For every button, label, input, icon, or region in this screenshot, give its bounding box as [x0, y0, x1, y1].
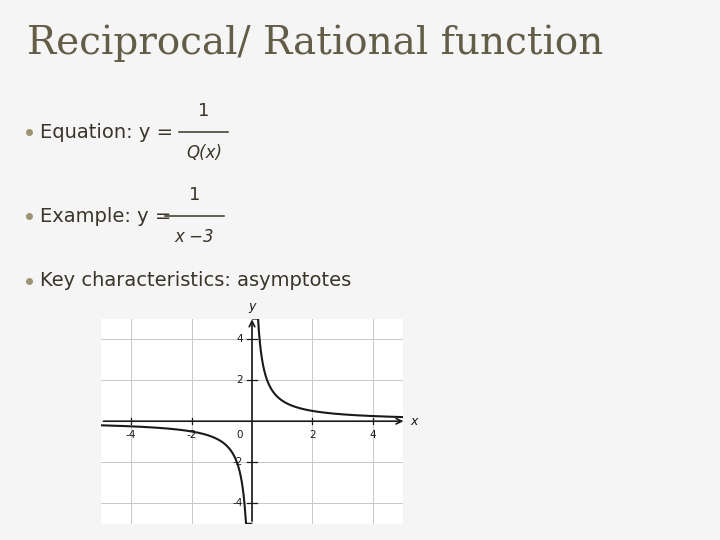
- Text: -2: -2: [186, 430, 197, 441]
- Text: Reciprocal/ Rational function: Reciprocal/ Rational function: [27, 24, 604, 62]
- Text: y: y: [248, 300, 256, 313]
- Text: -4: -4: [126, 430, 136, 441]
- Text: 4: 4: [369, 430, 377, 441]
- Text: -4: -4: [233, 498, 243, 508]
- Text: Key characteristics: asymptotes: Key characteristics: asymptotes: [40, 271, 351, 291]
- Text: Equation: y =: Equation: y =: [40, 123, 179, 142]
- Text: 1: 1: [189, 186, 200, 204]
- Text: x: x: [411, 415, 418, 428]
- Text: 2: 2: [309, 430, 316, 441]
- Text: Example: y =: Example: y =: [40, 206, 177, 226]
- Text: 4: 4: [236, 334, 243, 344]
- Text: x −3: x −3: [175, 228, 215, 246]
- Text: 1: 1: [198, 103, 210, 120]
- Text: 0: 0: [236, 430, 243, 441]
- Text: -2: -2: [233, 457, 243, 467]
- Text: Q(x): Q(x): [186, 144, 222, 162]
- Text: 2: 2: [236, 375, 243, 385]
